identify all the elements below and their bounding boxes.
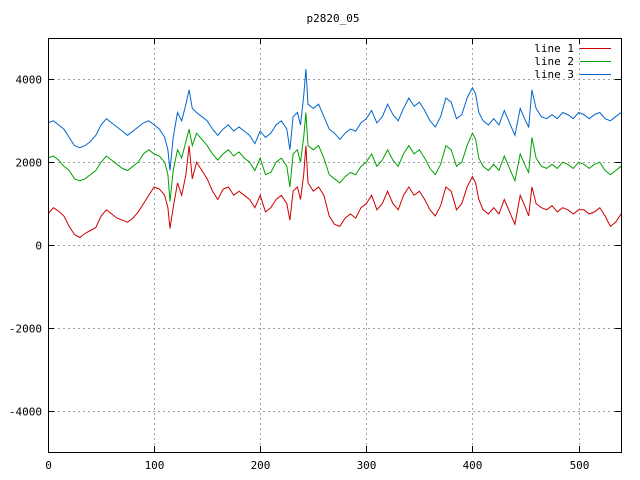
y-tick-label: -2000: [9, 323, 42, 336]
x-tick-label: 300: [357, 459, 377, 472]
x-tick-label: 500: [570, 459, 590, 472]
x-tick-label: 100: [145, 459, 165, 472]
y-tick-label: -4000: [9, 406, 42, 419]
legend-label: line 1: [534, 42, 574, 55]
x-tick-label: 400: [463, 459, 483, 472]
x-tick-label: 200: [251, 459, 271, 472]
legend-label: line 3: [534, 68, 574, 81]
axis-ticks: 0 100 200 300 400 500 -4000 -2000 0 2000 4000: [9, 38, 621, 472]
y-tick-label: 2000: [16, 157, 43, 170]
grid: [48, 38, 621, 452]
series-line-3: [47, 68, 622, 171]
y-tick-label: 0: [35, 240, 42, 253]
series-layer: [47, 68, 622, 239]
y-tick-label: 4000: [16, 74, 43, 87]
series-line-2: [47, 112, 622, 202]
series-line-1: [47, 145, 622, 239]
legend-label: line 2: [534, 55, 574, 68]
chart-title: p2820_05: [307, 12, 360, 25]
x-tick-label: 0: [45, 459, 52, 472]
